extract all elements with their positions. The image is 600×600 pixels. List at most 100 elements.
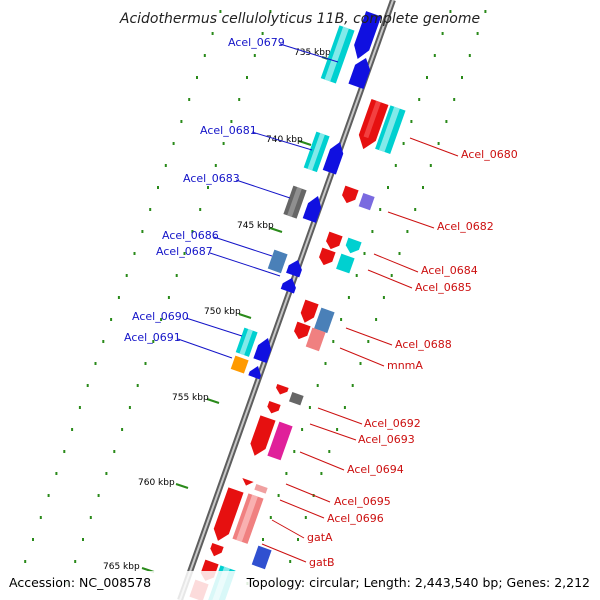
guide-dot xyxy=(199,208,202,211)
gene-cyan-right-c[interactable] xyxy=(336,253,355,274)
guide-dot xyxy=(180,120,183,123)
gene-forward-g[interactable] xyxy=(248,364,263,380)
tick-label-755: 755 kbp xyxy=(172,393,209,403)
guide-dot xyxy=(133,252,136,255)
gene-acel-0696[interactable] xyxy=(254,483,268,494)
guide-dot xyxy=(371,230,374,233)
label-mnma[interactable]: mnmA xyxy=(387,359,423,372)
guide-dot xyxy=(78,406,81,409)
accession-text: Accession: NC_008578 xyxy=(9,575,151,590)
guide-dot xyxy=(175,274,178,277)
guide-dot xyxy=(359,362,362,365)
guide-dot xyxy=(94,362,97,365)
gene-acel-0685[interactable] xyxy=(317,247,336,268)
gene-forward-h[interactable] xyxy=(251,545,272,570)
guide-dot xyxy=(219,10,222,13)
gene-acel-0679[interactable] xyxy=(320,25,355,84)
gene-acel-0694[interactable] xyxy=(247,415,276,458)
label-gata[interactable]: gatA xyxy=(307,531,333,544)
label-acel-0679[interactable]: Acel_0679 xyxy=(228,36,285,49)
label-acel-0680[interactable]: Acel_0680 xyxy=(461,148,518,161)
guide-dot xyxy=(433,54,436,57)
label-acel-0690[interactable]: Acel_0690 xyxy=(132,310,189,323)
gene-acel-0688[interactable] xyxy=(298,299,319,325)
gene-forward-f[interactable] xyxy=(253,336,274,363)
label-acel-0695[interactable]: Acel_0695 xyxy=(334,495,391,508)
gene-acel-0683[interactable] xyxy=(283,185,307,219)
guide-dot xyxy=(149,208,152,211)
gene-grey-right[interactable] xyxy=(289,391,304,406)
guide-dot xyxy=(121,428,124,431)
gene-acel-0682[interactable] xyxy=(358,192,375,211)
left-gene-labels: Acel_0679 Acel_0681 Acel_0683 Acel_0686 … xyxy=(124,36,285,344)
gene-red-long-a[interactable] xyxy=(210,487,244,543)
label-acel-0692[interactable]: Acel_0692 xyxy=(364,417,421,430)
tick-745: 745 kbp xyxy=(237,221,283,233)
guide-dot xyxy=(422,186,424,189)
label-acel-0681[interactable]: Acel_0681 xyxy=(200,124,257,137)
gene-forward-e[interactable] xyxy=(286,258,305,278)
guide-dot xyxy=(188,98,191,101)
guide-dot xyxy=(113,450,116,453)
tick-760: 760 kbp xyxy=(138,478,189,489)
gene-cyan-right-b[interactable] xyxy=(344,237,362,256)
gene-gata[interactable] xyxy=(232,493,264,544)
guide-dot xyxy=(71,428,74,431)
gene-acel-0695[interactable] xyxy=(240,477,254,488)
gene-acel-0681[interactable] xyxy=(303,131,330,173)
guide-dot xyxy=(97,494,100,497)
gene-red-small-a[interactable] xyxy=(340,185,359,206)
gene-mnma[interactable] xyxy=(305,327,326,352)
label-acel-0686[interactable]: Acel_0686 xyxy=(162,229,219,242)
guide-dot xyxy=(105,472,108,475)
guide-dot xyxy=(476,32,479,35)
gene-red-right-b[interactable] xyxy=(292,321,311,342)
gene-forward-d[interactable] xyxy=(302,194,325,223)
gene-acel-0684[interactable] xyxy=(324,231,343,252)
gene-acel-0691[interactable] xyxy=(230,355,249,374)
gene-acel-0686[interactable] xyxy=(267,249,288,274)
label-gatb[interactable]: gatB xyxy=(309,556,335,569)
guide-dot xyxy=(207,186,209,189)
guide-dot xyxy=(110,318,113,321)
guide-dot xyxy=(24,560,27,563)
gene-cyan-right-a[interactable] xyxy=(375,105,406,155)
label-acel-0685[interactable]: Acel_0685 xyxy=(415,281,472,294)
guide-dot xyxy=(102,340,105,343)
label-acel-0682[interactable]: Acel_0682 xyxy=(437,220,494,233)
label-acel-0687[interactable]: Acel_0687 xyxy=(156,245,213,258)
gene-forward-a[interactable] xyxy=(350,11,382,62)
gene-magenta-right[interactable] xyxy=(267,421,293,461)
gene-red-small-b[interactable] xyxy=(208,542,224,558)
gene-forward-c[interactable] xyxy=(322,140,347,175)
label-acel-0691[interactable]: Acel_0691 xyxy=(124,331,181,344)
gene-acel-0690[interactable] xyxy=(235,327,258,357)
label-acel-0683[interactable]: Acel_0683 xyxy=(183,172,240,185)
guide-dot xyxy=(347,296,350,299)
guide-dot xyxy=(293,450,296,453)
gene-acel-0687[interactable] xyxy=(280,276,299,294)
guide-dot xyxy=(261,32,264,35)
label-acel-0688[interactable]: Acel_0688 xyxy=(395,338,452,351)
label-acel-0694[interactable]: Acel_0694 xyxy=(347,463,404,476)
gene-forward-b[interactable] xyxy=(348,55,373,89)
guide-dot xyxy=(222,142,225,145)
guide-dot xyxy=(136,384,139,387)
genome-summary-text: Topology: circular; Length: 2,443,540 bp… xyxy=(246,575,590,590)
label-acel-0693[interactable]: Acel_0693 xyxy=(358,433,415,446)
guide-dot xyxy=(363,252,366,255)
gene-acel-0692[interactable] xyxy=(274,383,289,396)
guide-dot xyxy=(39,516,42,519)
guide-dot xyxy=(196,76,198,79)
guide-dot xyxy=(277,494,280,497)
guide-dot xyxy=(164,164,167,167)
gene-acel-0693[interactable] xyxy=(266,400,281,415)
tick-label-760: 760 kbp xyxy=(138,478,175,488)
label-acel-0684[interactable]: Acel_0684 xyxy=(421,264,478,277)
guide-dot xyxy=(418,98,421,101)
gene-acel-0680[interactable] xyxy=(355,98,389,152)
label-acel-0696[interactable]: Acel_0696 xyxy=(327,512,384,525)
guide-dot xyxy=(441,32,444,35)
gene-steelblue-right[interactable] xyxy=(314,307,335,334)
guide-dot xyxy=(437,142,440,145)
